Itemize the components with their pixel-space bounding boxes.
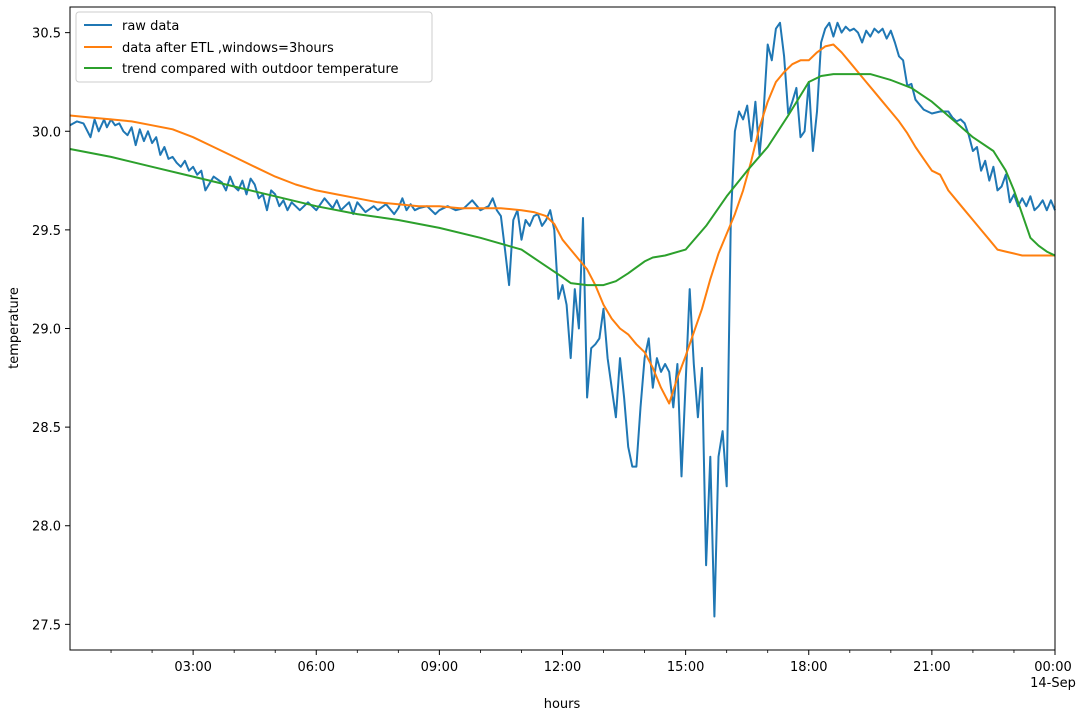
y-tick-label: 30.0 <box>32 125 61 140</box>
series-line-1 <box>69 43 1055 405</box>
x-tick-label: 09:00 <box>421 660 458 675</box>
x-tick-label: 21:00 <box>913 660 950 675</box>
plot-lines <box>69 21 1056 618</box>
legend: raw data data after ETL ,windows=3hours … <box>75 11 433 83</box>
series-line-2 <box>69 73 1056 287</box>
x-tick-label: 12:00 <box>544 660 581 675</box>
y-tick-label: 30.5 <box>32 27 61 42</box>
x-tick-label: 06:00 <box>298 660 335 675</box>
legend-box <box>75 11 433 83</box>
x-axis-title: hours <box>544 697 581 712</box>
legend-label-trend: trend compared with outdoor temperature <box>122 62 399 77</box>
x-tick-label: 03:00 <box>174 660 211 675</box>
y-tick-label: 29.0 <box>32 323 61 338</box>
y-tick-label: 27.5 <box>32 618 61 633</box>
plot-frame <box>69 6 1056 651</box>
x-tick-label: 15:00 <box>667 660 704 675</box>
y-axis-title: temperature <box>7 287 22 369</box>
x-axis: 03:00 06:00 09:00 12:00 15:00 18:00 21:00 00:00… <box>110 650 1076 691</box>
x-tick-label: 18:00 <box>790 660 827 675</box>
series-line-0 <box>69 21 1056 618</box>
y-tick-label: 29.5 <box>32 224 61 239</box>
y-tick-label: 28.0 <box>32 520 61 535</box>
y-axis: 27.5 28.0 28.5 29.0 29.5 30.0 30.5 <box>32 27 70 633</box>
legend-label-raw-data: raw data <box>122 19 179 34</box>
x-tick-date-label: 14-Sep <box>1030 676 1076 691</box>
y-tick-label: 28.5 <box>32 421 61 436</box>
legend-label-etl: data after ETL ,windows=3hours <box>122 41 334 56</box>
x-tick-label: 00:00 <box>1034 660 1071 675</box>
